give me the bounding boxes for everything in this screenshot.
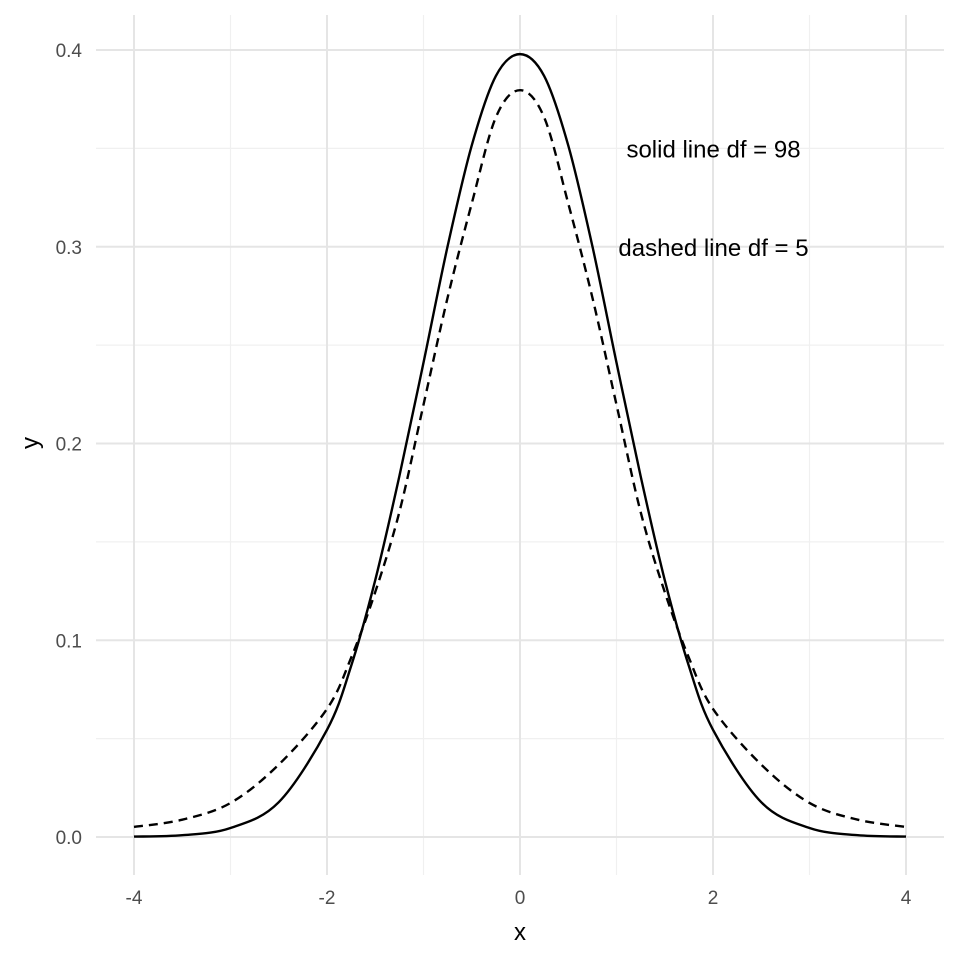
y-tick-label: 0.4 — [56, 41, 83, 62]
x-tick-label: -2 — [319, 888, 336, 909]
y-tick-label: 0.3 — [56, 238, 82, 259]
y-tick-label: 0.0 — [56, 828, 82, 849]
x-tick-label: 0 — [515, 888, 526, 909]
x-axis-ticks: -4 -2 0 2 4 — [126, 888, 912, 909]
y-tick-label: 0.2 — [56, 435, 82, 456]
solid-density-curve — [133, 52, 907, 838]
x-tick-label: 2 — [708, 888, 719, 909]
y-tick-label: 0.1 — [56, 631, 82, 652]
annotations: solid line df = 98 dashed line df = 5 — [618, 136, 808, 261]
x-axis-title: x — [514, 919, 526, 946]
major-gridlines — [96, 15, 944, 875]
series-layer — [133, 52, 907, 838]
annotation-label: solid line df = 98 — [626, 136, 800, 163]
y-axis-title: y — [17, 437, 44, 449]
y-axis-ticks: 0.0 0.1 0.2 0.3 0.4 — [56, 41, 83, 849]
x-tick-label: 4 — [901, 888, 912, 909]
x-tick-label: -4 — [126, 888, 143, 909]
annotation-label: dashed line df = 5 — [618, 235, 808, 262]
dashed-density-curve — [133, 88, 907, 829]
